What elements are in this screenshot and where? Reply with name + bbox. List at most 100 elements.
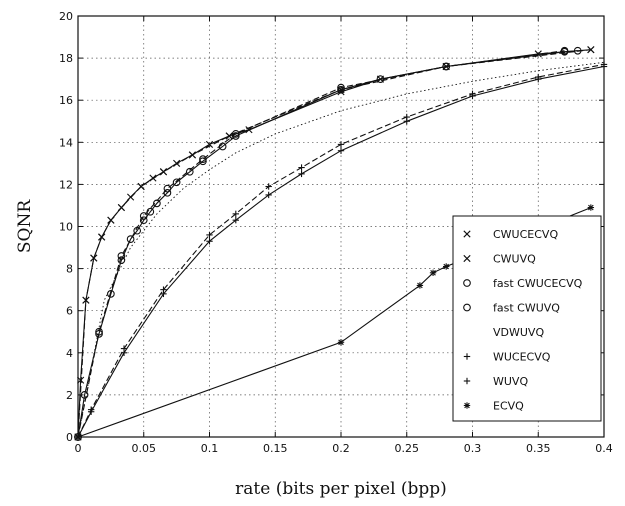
data-point (337, 83, 345, 92)
data-point (225, 132, 233, 140)
data-point (82, 296, 90, 304)
x-tick-label: 0.05 (132, 442, 157, 455)
legend-marker (463, 377, 471, 385)
legend-label: CWUVQ (493, 253, 536, 266)
data-point (117, 203, 125, 212)
data-point (95, 327, 103, 336)
data-point (139, 216, 148, 225)
data-point (120, 345, 128, 352)
data-point (265, 191, 272, 199)
data-point (587, 204, 595, 211)
legend-entry: fast CWUCECVQ (463, 277, 583, 290)
data-point (403, 113, 410, 121)
data-point (416, 282, 424, 289)
series-layer (74, 46, 608, 441)
marker-stroke (137, 182, 145, 191)
legend-label: VDWUVQ (493, 326, 544, 339)
series-vdwuvq (77, 61, 605, 438)
legend-entry: WUVQ (463, 375, 528, 388)
marker-stroke (159, 168, 168, 176)
legend-marker (463, 279, 471, 287)
marker-stroke (117, 203, 125, 212)
x-tick-label: 0.25 (395, 442, 420, 455)
data-point (126, 235, 135, 243)
y-tick-label: 4 (66, 347, 73, 360)
y-tick-label: 2 (66, 389, 73, 402)
data-point (163, 184, 172, 193)
legend-marker (463, 402, 471, 409)
series-line (77, 50, 565, 438)
data-point (265, 183, 272, 190)
x-tick-label: 0 (75, 442, 82, 455)
data-point (337, 85, 345, 94)
data-point (337, 147, 345, 154)
marker-stroke (98, 233, 106, 241)
legend-marker (463, 254, 471, 263)
data-point (206, 231, 213, 239)
data-point (443, 263, 450, 270)
marker-stroke (417, 282, 423, 289)
y-tick-label: 0 (66, 431, 73, 444)
legend-marker (463, 353, 471, 360)
x-tick-label: 0.35 (526, 442, 551, 455)
tick-labels: 0 0.05 0.1 0.15 0.2 0.25 0.3 0.35 0.4 0 2 4 6 8 10 12 14… (59, 10, 613, 455)
x-tick-label: 0.1 (201, 442, 219, 455)
marker-stroke (588, 204, 594, 211)
marker-stroke (463, 230, 471, 238)
x-axis-label: rate (bits per pixel (bpp) (235, 479, 447, 499)
data-point (232, 216, 239, 224)
y-tick-label: 12 (59, 178, 73, 191)
legend-marker (463, 230, 471, 238)
data-point (298, 170, 305, 178)
x-tick-label: 0.3 (464, 442, 482, 455)
marker-stroke (443, 263, 449, 270)
y-tick-label: 6 (66, 305, 73, 318)
data-point (172, 178, 181, 187)
series-line (77, 61, 605, 438)
data-point (298, 164, 305, 171)
x-tick-label: 0.15 (263, 442, 288, 455)
legend-entry: fast CWUVQ (463, 302, 560, 315)
data-point (442, 62, 451, 71)
legend-label: WUCECVQ (493, 351, 551, 364)
marker-stroke (188, 151, 196, 159)
data-point (107, 216, 115, 224)
data-point (117, 252, 126, 260)
marker-stroke (587, 46, 595, 54)
data-point (139, 212, 148, 220)
data-point (587, 46, 595, 54)
legend-marker (463, 303, 471, 312)
marker-stroke (90, 254, 98, 262)
marker-stroke (82, 296, 90, 304)
data-point (231, 130, 240, 138)
legend-entry: VDWUVQ (493, 326, 544, 339)
legend-box (452, 215, 602, 422)
marker-stroke (430, 270, 436, 276)
data-point (429, 269, 437, 277)
legend-label: WUVQ (493, 375, 528, 388)
marker-stroke (107, 216, 115, 224)
y-tick-label: 10 (59, 221, 73, 234)
legend-entry: ECVQ (463, 400, 524, 413)
marker-stroke (464, 402, 470, 409)
legend-label: ECVQ (493, 400, 524, 413)
x-tick-label: 0.2 (332, 442, 350, 455)
data-point (469, 90, 476, 98)
data-point (160, 286, 167, 293)
legend-label: fast CWUCECVQ (493, 277, 583, 290)
legend-entry: WUCECVQ (463, 351, 551, 364)
marker-stroke (225, 132, 233, 140)
data-point (188, 151, 196, 159)
data-point (137, 182, 145, 191)
data-point (205, 140, 214, 148)
data-point (337, 339, 345, 346)
data-point (107, 290, 115, 298)
data-point (337, 141, 345, 148)
marker-stroke (338, 339, 344, 346)
data-point (185, 167, 194, 176)
marker-stroke (463, 254, 471, 263)
legend-label: CWUCECVQ (493, 228, 558, 241)
data-point (560, 46, 569, 55)
data-point (199, 155, 207, 163)
